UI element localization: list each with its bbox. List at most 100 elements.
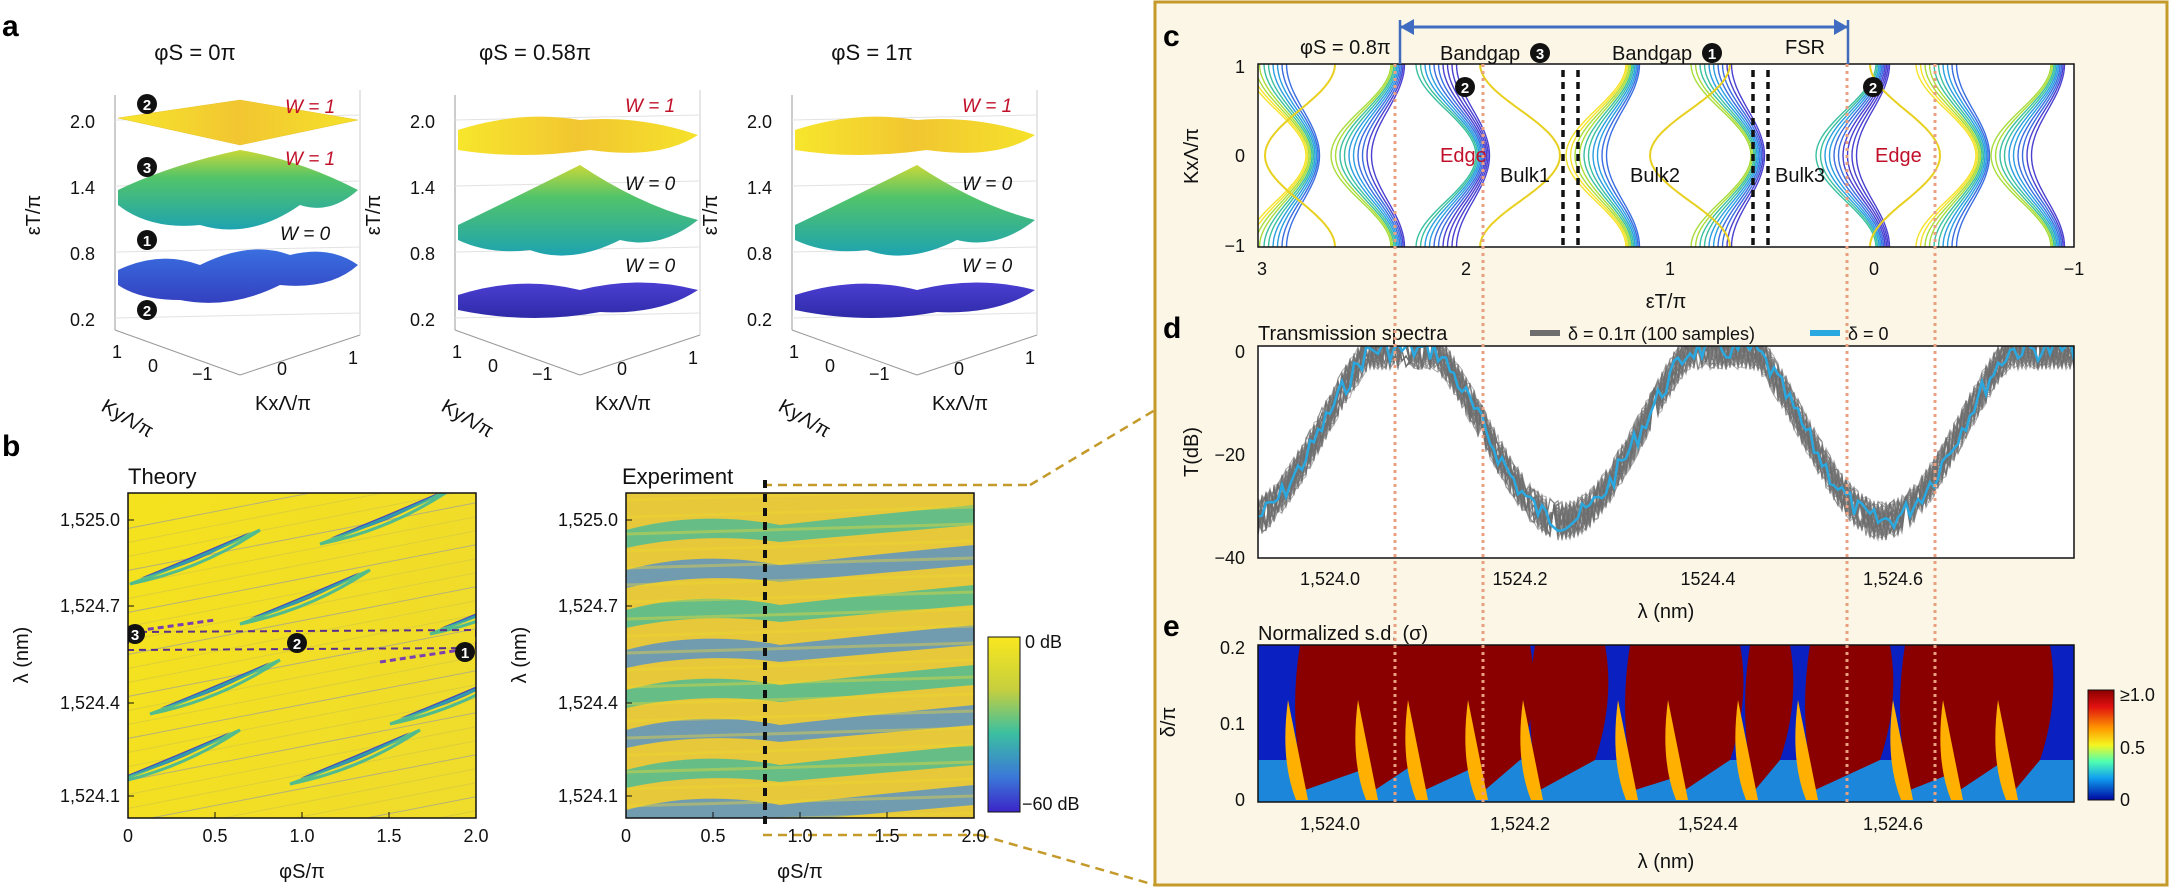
surface-plot-3: φS = 1π 2.0 1.4 0.8 0.2 εT/π 1 0 −1 0 1 KyΛ/π KxΛ/π W… xyxy=(700,40,1038,442)
colorbar-sigma-tick: ≥1.0 xyxy=(2120,685,2155,705)
band-curve xyxy=(1994,64,2054,247)
theory-stripe xyxy=(128,656,476,725)
ky-tick-1: 1 xyxy=(112,342,122,362)
theory-stripe xyxy=(128,712,476,781)
e-title: Normalized s.d. (σ) xyxy=(1258,623,1428,645)
experiment-band xyxy=(626,705,974,748)
c-y-tick: 1 xyxy=(1235,57,1245,77)
experiment-stripe xyxy=(626,539,974,553)
theory-bandgap-edge xyxy=(149,658,281,716)
ky-tick-0: 0 xyxy=(148,356,158,376)
experiment-stripe xyxy=(626,493,922,502)
theory-marker-1: 1 xyxy=(461,645,469,662)
edge-label-left: Edge xyxy=(1440,145,1487,167)
z-tick: 1.4 xyxy=(410,178,435,198)
bulk1-label: Bulk1 xyxy=(1500,165,1550,187)
band-curve xyxy=(1721,64,1763,247)
b-x-tick: 0 xyxy=(123,826,133,846)
experiment-band xyxy=(626,585,974,628)
b-x-tick: 1.5 xyxy=(874,826,899,846)
z-tick: 0.8 xyxy=(410,244,435,264)
band-curve xyxy=(1258,84,1309,227)
z-tick: 0.2 xyxy=(70,310,95,330)
phase-title-3: φS = 1π xyxy=(831,40,912,65)
sd-high-region xyxy=(1530,645,1609,790)
z-tick: 0.8 xyxy=(70,244,95,264)
e-x-axis-label: λ (nm) xyxy=(1638,851,1695,873)
band-marker-2-top: 2 xyxy=(143,97,151,114)
band-curve xyxy=(1942,64,1986,247)
sd-mid-region xyxy=(1940,700,1963,800)
band-curve xyxy=(1726,64,1764,247)
top-band-surface xyxy=(795,116,1035,155)
d-x-axis-label: λ (nm) xyxy=(1638,601,1695,623)
colorbar-top-label: 0 dB xyxy=(1025,632,1062,652)
band-curve xyxy=(1596,64,1638,247)
b-x-tick: 0.5 xyxy=(202,826,227,846)
e-y-tick: 0 xyxy=(1235,790,1245,810)
band-curve xyxy=(1999,64,2055,247)
experiment-stripe xyxy=(747,811,974,818)
experiment-stripe xyxy=(626,573,974,587)
c-marker-2-right-bg xyxy=(1863,77,1883,97)
band-curve xyxy=(1258,89,1307,222)
theory-stripe xyxy=(128,493,313,529)
colorbar-sigma-tick: 0 xyxy=(2120,790,2130,810)
kx-axis-label: KxΛ/π xyxy=(932,393,988,415)
d-y-axis-label: T(dB) xyxy=(1181,427,1203,477)
theory-stripe xyxy=(128,493,385,543)
b-x-tick: 1.5 xyxy=(376,826,401,846)
experiment-stripe xyxy=(626,624,974,638)
experiment-stripe xyxy=(626,726,974,740)
experiment-stripe xyxy=(626,607,974,621)
winding-mid: W = 1 xyxy=(285,149,335,170)
sd-mid-region xyxy=(1890,700,1913,800)
theory-marker-1-bg xyxy=(455,642,475,662)
band-curve xyxy=(1708,64,1758,247)
gray-sample-curve xyxy=(1258,346,2069,539)
phase-title-2: φS = 0.58π xyxy=(479,40,591,65)
band-curve xyxy=(1258,75,1310,236)
theory-stripe xyxy=(128,530,476,599)
b-x-tick: 2.0 xyxy=(463,826,488,846)
theory-bandgap-lobe xyxy=(330,493,439,538)
band-curve xyxy=(1587,64,1635,247)
bulk2-label: Bulk2 xyxy=(1630,165,1680,187)
theory-bandgap-edge xyxy=(319,493,449,546)
fsr-label: FSR xyxy=(1785,37,1825,59)
experiment-stripe xyxy=(626,743,974,757)
experiment-stripe xyxy=(626,675,974,689)
band-curve xyxy=(1334,64,1394,247)
experiment-stripe xyxy=(626,760,974,774)
band-curve xyxy=(1946,64,1988,247)
band-curve xyxy=(2012,64,2060,247)
ky-tick-1: 1 xyxy=(789,342,799,362)
experiment-stripe xyxy=(626,794,974,808)
experiment-stripe xyxy=(626,777,974,791)
theory-stripe xyxy=(128,544,476,613)
experiment-stripe xyxy=(626,641,974,655)
theory-marker-2: 2 xyxy=(293,636,301,653)
middle-band-surface xyxy=(118,150,358,230)
d-y-tick: −20 xyxy=(1214,445,1245,465)
sd-mid-region xyxy=(1735,700,1758,800)
band-curve xyxy=(1285,64,1321,247)
middle-band-surface xyxy=(795,165,1035,256)
panel-letter-d: d xyxy=(1163,312,1181,345)
kx-axis-label: KxΛ/π xyxy=(595,393,651,415)
band-curve xyxy=(1933,64,1983,247)
sd-heatmap-frame xyxy=(1257,644,2075,803)
phase-label: φS = 0.8π xyxy=(1300,37,1391,59)
b-y-axis-label: λ (nm) xyxy=(509,627,531,684)
ky-axis-label: KyΛ/π xyxy=(98,395,158,442)
theory-stripe xyxy=(128,516,476,585)
band-curve xyxy=(2003,64,2057,247)
band-marker-2-top-bg xyxy=(137,94,157,114)
band-curve xyxy=(1330,64,1392,247)
band-curve xyxy=(1415,64,1477,247)
b-y-tick: 1,524.4 xyxy=(60,693,120,713)
band-curve xyxy=(1717,64,1761,247)
theory-bandgap-edge xyxy=(239,568,371,626)
band-curve xyxy=(1361,64,1403,247)
theory-bandgap-edge xyxy=(128,728,241,782)
